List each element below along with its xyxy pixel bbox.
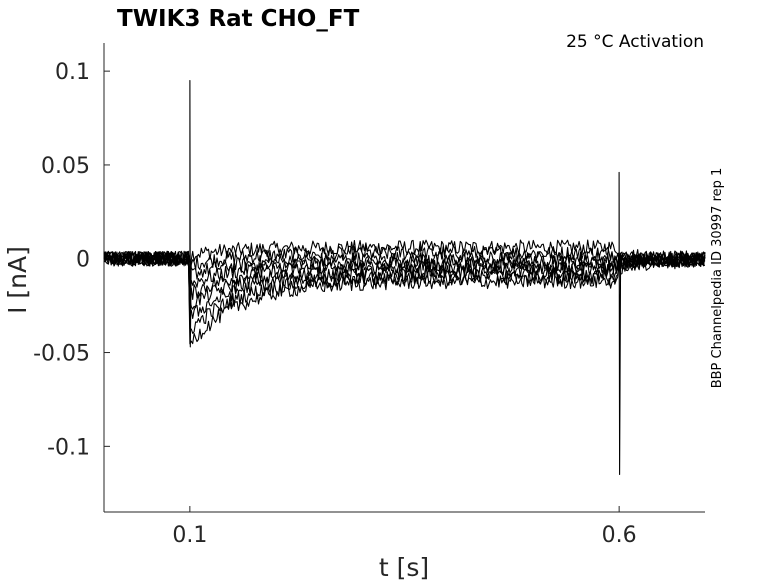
x-tick-label: 0.6 xyxy=(602,523,637,548)
trace-line xyxy=(103,245,706,271)
x-ticks: 0.1 0.6 xyxy=(172,506,637,548)
y-ticks: 0.1 0.05 0 -0.05 -0.1 xyxy=(33,60,110,460)
x-axis-label: t [s] xyxy=(379,553,429,582)
chart-title: TWIK3 Rat CHO_FT xyxy=(117,6,360,32)
condition-annotation: 25 °C Activation xyxy=(566,32,704,52)
y-tick-label: -0.1 xyxy=(47,435,90,460)
trace-line xyxy=(103,79,706,476)
x-tick-label: 0.1 xyxy=(172,523,207,548)
y-tick-label: 0 xyxy=(76,248,90,273)
trace-line xyxy=(103,251,706,300)
source-id-label: BBP Channelpedia ID 30997 rep 1 xyxy=(710,168,725,389)
trace-line xyxy=(103,251,706,320)
trace-line xyxy=(103,250,706,280)
y-tick-label: 0.05 xyxy=(41,154,90,179)
current-traces xyxy=(103,79,706,476)
y-tick-label: -0.05 xyxy=(33,342,90,367)
trace-line xyxy=(103,250,706,291)
y-tick-label: 0.1 xyxy=(55,60,90,85)
y-axis-label: I [nA] xyxy=(3,246,32,314)
trace-line xyxy=(103,250,706,345)
